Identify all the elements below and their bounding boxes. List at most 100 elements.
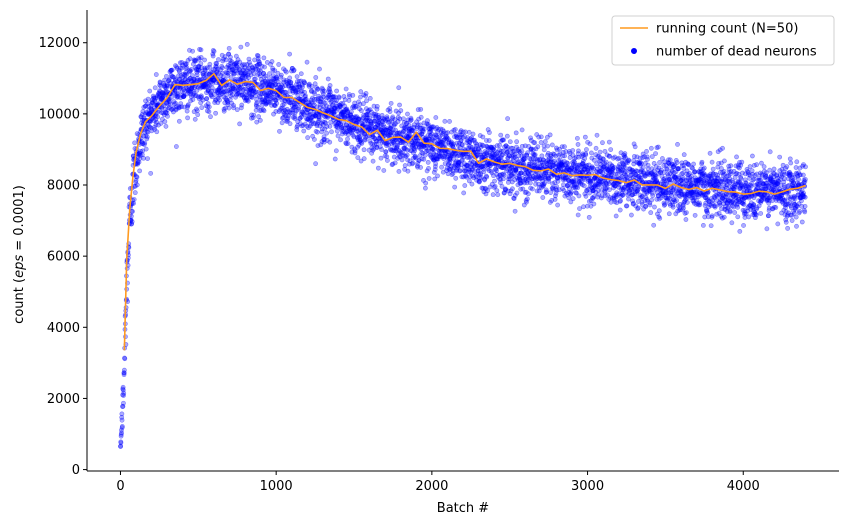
scatter-point xyxy=(232,76,238,82)
scatter-point xyxy=(193,92,199,98)
scatter-point xyxy=(207,64,212,70)
scatter-point xyxy=(152,97,158,103)
scatter-point xyxy=(231,105,237,111)
scatter-point xyxy=(177,60,183,66)
x-tick-label: 4000 xyxy=(727,479,760,494)
scatter-point xyxy=(230,85,236,91)
scatter-point xyxy=(793,165,799,170)
scatter-point xyxy=(220,58,226,64)
scatter-point xyxy=(178,73,184,79)
scatter-point xyxy=(701,165,707,171)
scatter-point xyxy=(710,166,716,172)
scatter-point xyxy=(136,159,142,165)
scatter-point xyxy=(198,47,204,53)
scatter-point xyxy=(186,69,192,75)
scatter-point xyxy=(146,112,151,118)
scatter-point xyxy=(433,115,439,120)
scatter-point xyxy=(767,149,773,155)
scatter-point xyxy=(140,109,146,114)
scatter-point xyxy=(597,149,603,155)
scatter-point xyxy=(227,82,233,88)
scatter-point xyxy=(183,61,189,67)
scatter-point xyxy=(200,70,206,76)
scatter-point xyxy=(544,189,550,195)
scatter-point xyxy=(140,148,146,154)
scatter-point xyxy=(802,203,808,209)
scatter-point xyxy=(190,48,195,54)
scatter-point xyxy=(188,86,194,92)
scatter-point xyxy=(215,66,221,72)
scatter-point xyxy=(119,425,125,431)
scatter-point xyxy=(159,105,164,111)
scatter-point xyxy=(741,201,747,207)
scatter-point xyxy=(215,95,221,101)
scatter-point xyxy=(234,64,240,70)
scatter-point xyxy=(650,193,656,199)
scatter-point xyxy=(231,63,237,68)
scatter-point xyxy=(235,88,240,93)
scatter-point xyxy=(164,82,170,87)
scatter-point xyxy=(147,111,153,117)
scatter-point xyxy=(204,96,210,102)
y-tick-label: 6000 xyxy=(47,250,80,265)
scatter-point xyxy=(152,99,158,105)
scatter-point xyxy=(481,169,487,175)
scatter-point xyxy=(164,73,169,79)
scatter-point xyxy=(408,117,414,123)
scatter-point xyxy=(305,135,311,141)
scatter-point xyxy=(277,128,282,134)
scatter-point xyxy=(228,89,234,94)
scatter-point xyxy=(205,88,211,94)
scatter-point xyxy=(656,208,662,214)
scatter-point xyxy=(185,103,191,109)
scatter-point xyxy=(653,151,658,157)
scatter-point xyxy=(223,105,228,111)
legend-marker-swatch xyxy=(631,48,637,54)
scatter-point xyxy=(313,75,319,80)
scatter-point xyxy=(766,213,771,219)
scatter-point xyxy=(216,88,222,94)
scatter-point xyxy=(172,87,178,93)
scatter-point xyxy=(405,168,411,174)
scatter-point xyxy=(729,220,735,226)
scatter-point xyxy=(332,156,338,162)
scatter-point xyxy=(594,132,600,138)
scatter-point xyxy=(150,93,156,99)
scatter-point xyxy=(234,60,240,66)
scatter-point xyxy=(188,89,194,94)
scatter-point xyxy=(169,74,175,80)
scatter-point xyxy=(129,219,135,225)
scatter-point xyxy=(206,83,212,89)
scatter-point xyxy=(215,100,221,106)
scatter-point xyxy=(177,85,183,91)
scatter-point xyxy=(206,72,212,77)
scatter-point xyxy=(149,116,155,122)
scatter-point xyxy=(144,136,150,142)
scatter-point xyxy=(149,97,155,103)
scatter-point xyxy=(214,61,220,67)
scatter-point xyxy=(146,104,152,109)
scatter-point xyxy=(189,79,195,84)
scatter-point xyxy=(524,196,530,202)
scatter-point xyxy=(211,67,216,72)
scatter-point xyxy=(591,201,597,207)
scatter-point xyxy=(269,59,275,64)
scatter-point xyxy=(161,80,167,86)
scatter-point xyxy=(199,84,205,90)
scatter-point xyxy=(139,139,145,145)
scatter-point xyxy=(235,57,241,63)
scatter-point xyxy=(212,100,218,105)
scatter-point xyxy=(141,115,147,121)
scatter-point xyxy=(225,73,231,78)
scatter-point xyxy=(177,104,183,110)
scatter-point xyxy=(148,170,154,176)
scatter-point xyxy=(195,78,200,83)
scatter-point xyxy=(143,146,149,152)
y-tick-label: 2000 xyxy=(47,392,80,407)
scatter-point xyxy=(793,214,799,220)
scatter-point xyxy=(613,213,619,219)
scatter-point xyxy=(190,92,196,98)
scatter-point xyxy=(192,58,197,64)
scatter-point xyxy=(535,144,541,150)
scatter-point xyxy=(177,76,183,82)
